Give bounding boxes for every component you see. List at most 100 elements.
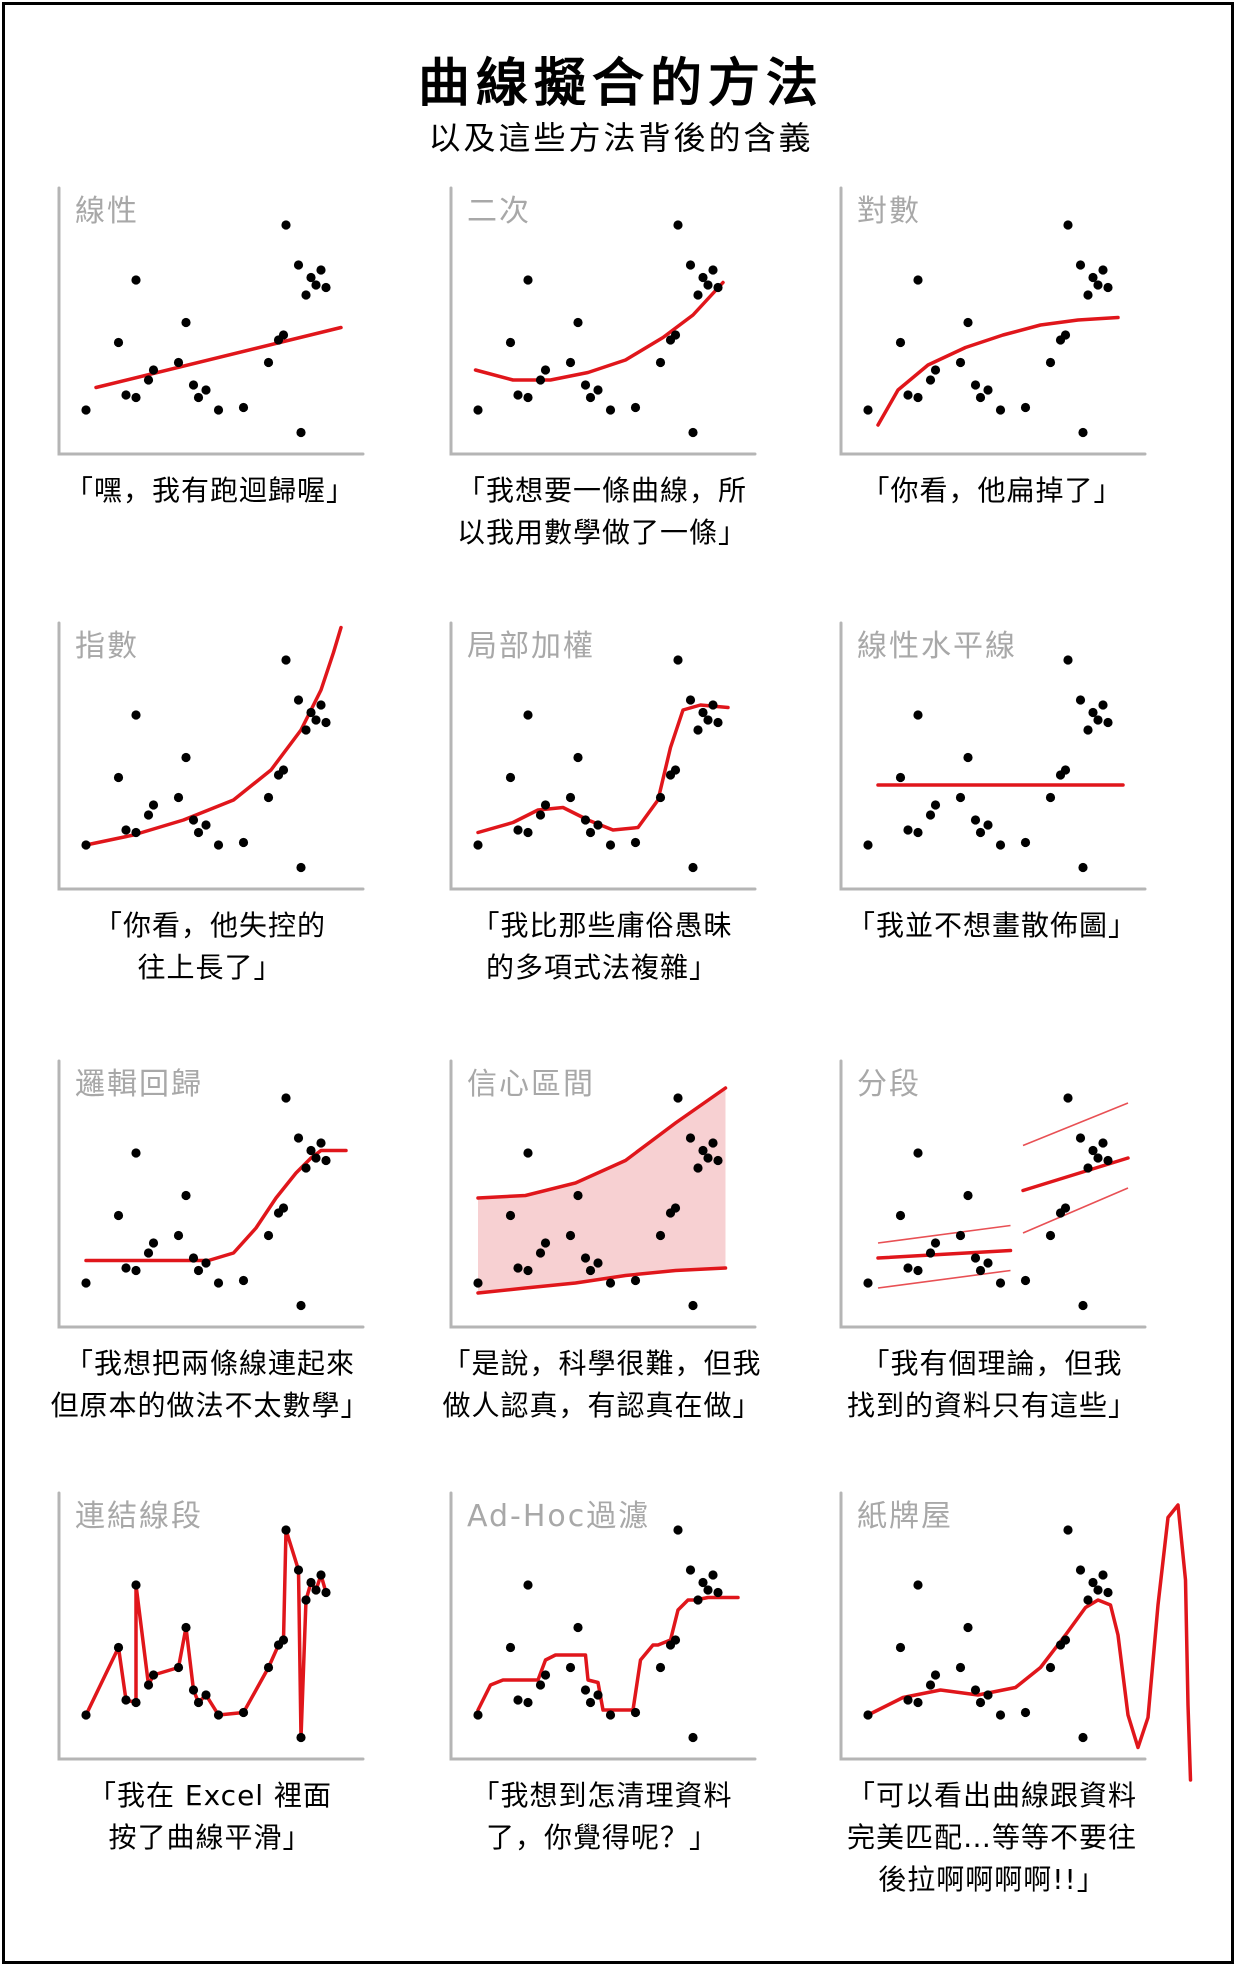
data-point bbox=[535, 375, 546, 385]
data-point bbox=[113, 1210, 124, 1221]
data-point bbox=[1020, 1275, 1031, 1286]
data-point bbox=[81, 1710, 91, 1720]
data-point bbox=[301, 290, 311, 300]
data-point bbox=[955, 1662, 966, 1673]
data-point bbox=[693, 1163, 703, 1173]
data-point bbox=[143, 1248, 154, 1258]
panel-title: Ad-Hoc過濾 bbox=[467, 1499, 651, 1534]
data-point bbox=[580, 380, 591, 390]
data-point bbox=[913, 1148, 923, 1158]
data-point bbox=[698, 707, 708, 718]
data-point bbox=[121, 1695, 131, 1705]
data-point bbox=[173, 1230, 184, 1241]
data-point bbox=[605, 1710, 616, 1720]
data-point bbox=[316, 265, 326, 275]
fit-curve bbox=[94, 325, 343, 390]
data-point bbox=[523, 1697, 533, 1708]
caption-line: 「我想要一條曲線，所 bbox=[456, 474, 747, 507]
data-point bbox=[925, 810, 936, 820]
data-point bbox=[1088, 1145, 1098, 1156]
data-point bbox=[1045, 792, 1056, 803]
data-point bbox=[925, 375, 936, 385]
data-point bbox=[188, 380, 199, 390]
data-point bbox=[193, 827, 204, 838]
data-point bbox=[296, 862, 306, 873]
data-point bbox=[685, 1565, 696, 1575]
panel-caption: 「我想要一條曲線，所 以我用數學做了一條」 bbox=[417, 470, 787, 554]
segment-1-fit-line bbox=[876, 1248, 1013, 1260]
data-point bbox=[1088, 707, 1098, 718]
data-point bbox=[1075, 260, 1086, 270]
data-point bbox=[1045, 1230, 1056, 1241]
data-point bbox=[913, 1697, 923, 1708]
data-point bbox=[1083, 1163, 1093, 1173]
data-point bbox=[580, 1685, 591, 1695]
panel-caption: 「我在 Excel 裡面 按了曲線平滑」 bbox=[25, 1775, 395, 1859]
data-point bbox=[131, 1148, 141, 1158]
data-point bbox=[903, 1263, 913, 1273]
data-point bbox=[565, 1662, 576, 1673]
data-point bbox=[278, 765, 289, 775]
data-point bbox=[201, 1258, 211, 1268]
data-point bbox=[863, 405, 873, 415]
data-point bbox=[925, 1680, 936, 1690]
axes bbox=[839, 621, 1147, 891]
data-point bbox=[913, 710, 923, 720]
axes bbox=[839, 186, 1147, 456]
fit-curve bbox=[476, 1595, 740, 1712]
data-point bbox=[1020, 402, 1031, 413]
panel-10: 連結線段 「我在 Excel 裡面 按了曲線平滑」 bbox=[45, 1485, 375, 1885]
panel-title: 指數 bbox=[75, 629, 139, 664]
data-point bbox=[535, 1680, 546, 1690]
data-point bbox=[293, 695, 304, 705]
data-point bbox=[188, 1253, 199, 1263]
data-point bbox=[630, 837, 641, 848]
data-point bbox=[1020, 1707, 1031, 1718]
panel-grid: 線性 「嘿，我有跑迴歸喔」 二次 「我想要一條曲線，所 以我用數學做了一條」 對數 「你看，… bbox=[5, 5, 1237, 1967]
data-point bbox=[605, 405, 616, 415]
axes bbox=[57, 186, 365, 456]
data-point bbox=[903, 825, 913, 835]
data-point bbox=[970, 1253, 981, 1263]
data-point bbox=[1063, 1525, 1073, 1535]
segment-1-lower-bound bbox=[877, 1269, 1011, 1289]
panel-11: Ad-Hoc過濾 「我想到怎清理資料 了，你覺得呢？」 bbox=[437, 1485, 767, 1885]
data-point bbox=[693, 725, 703, 735]
data-point bbox=[913, 1265, 923, 1276]
panel-title: 線性水平線 bbox=[857, 629, 1017, 664]
page-subtitle: 以及這些方法背後的含義 bbox=[428, 119, 814, 157]
axes bbox=[839, 1491, 1147, 1761]
data-point bbox=[975, 1697, 986, 1708]
data-point bbox=[1098, 265, 1108, 275]
data-point bbox=[713, 1155, 723, 1166]
data-point bbox=[688, 1300, 698, 1311]
caption-line: 以我用數學做了一條」 bbox=[456, 516, 747, 549]
data-point bbox=[201, 820, 211, 830]
data-point bbox=[505, 337, 516, 348]
data-point bbox=[188, 1685, 199, 1695]
axes bbox=[449, 621, 757, 891]
data-point bbox=[306, 1145, 316, 1156]
chart-8 bbox=[449, 1059, 757, 1329]
data-point bbox=[585, 1697, 596, 1708]
data-point bbox=[263, 1662, 274, 1673]
data-point bbox=[930, 365, 941, 375]
caption-line: 做人認真，有認真在做」 bbox=[442, 1389, 762, 1422]
data-point bbox=[930, 1238, 941, 1248]
chart-5 bbox=[449, 621, 757, 891]
segment-2-fit-line bbox=[1021, 1156, 1130, 1193]
data-point bbox=[630, 402, 641, 413]
data-point bbox=[670, 1635, 681, 1645]
data-point bbox=[983, 820, 993, 830]
caption-line: 往上長了」 bbox=[137, 951, 283, 984]
caption-line: 了，你覺得呢？」 bbox=[485, 1821, 718, 1854]
data-point bbox=[1063, 655, 1073, 665]
data-point bbox=[1075, 1133, 1086, 1143]
data-point bbox=[238, 837, 249, 848]
data-point bbox=[143, 375, 154, 385]
data-point bbox=[955, 792, 966, 803]
panel-8: 信心區間 「是說，科學很難，但我 做人認真，有認真在做」 bbox=[437, 1053, 767, 1453]
panel-3: 對數 「你看，他扁掉了」 bbox=[827, 180, 1157, 580]
data-point bbox=[296, 427, 306, 438]
data-point bbox=[688, 1732, 698, 1743]
